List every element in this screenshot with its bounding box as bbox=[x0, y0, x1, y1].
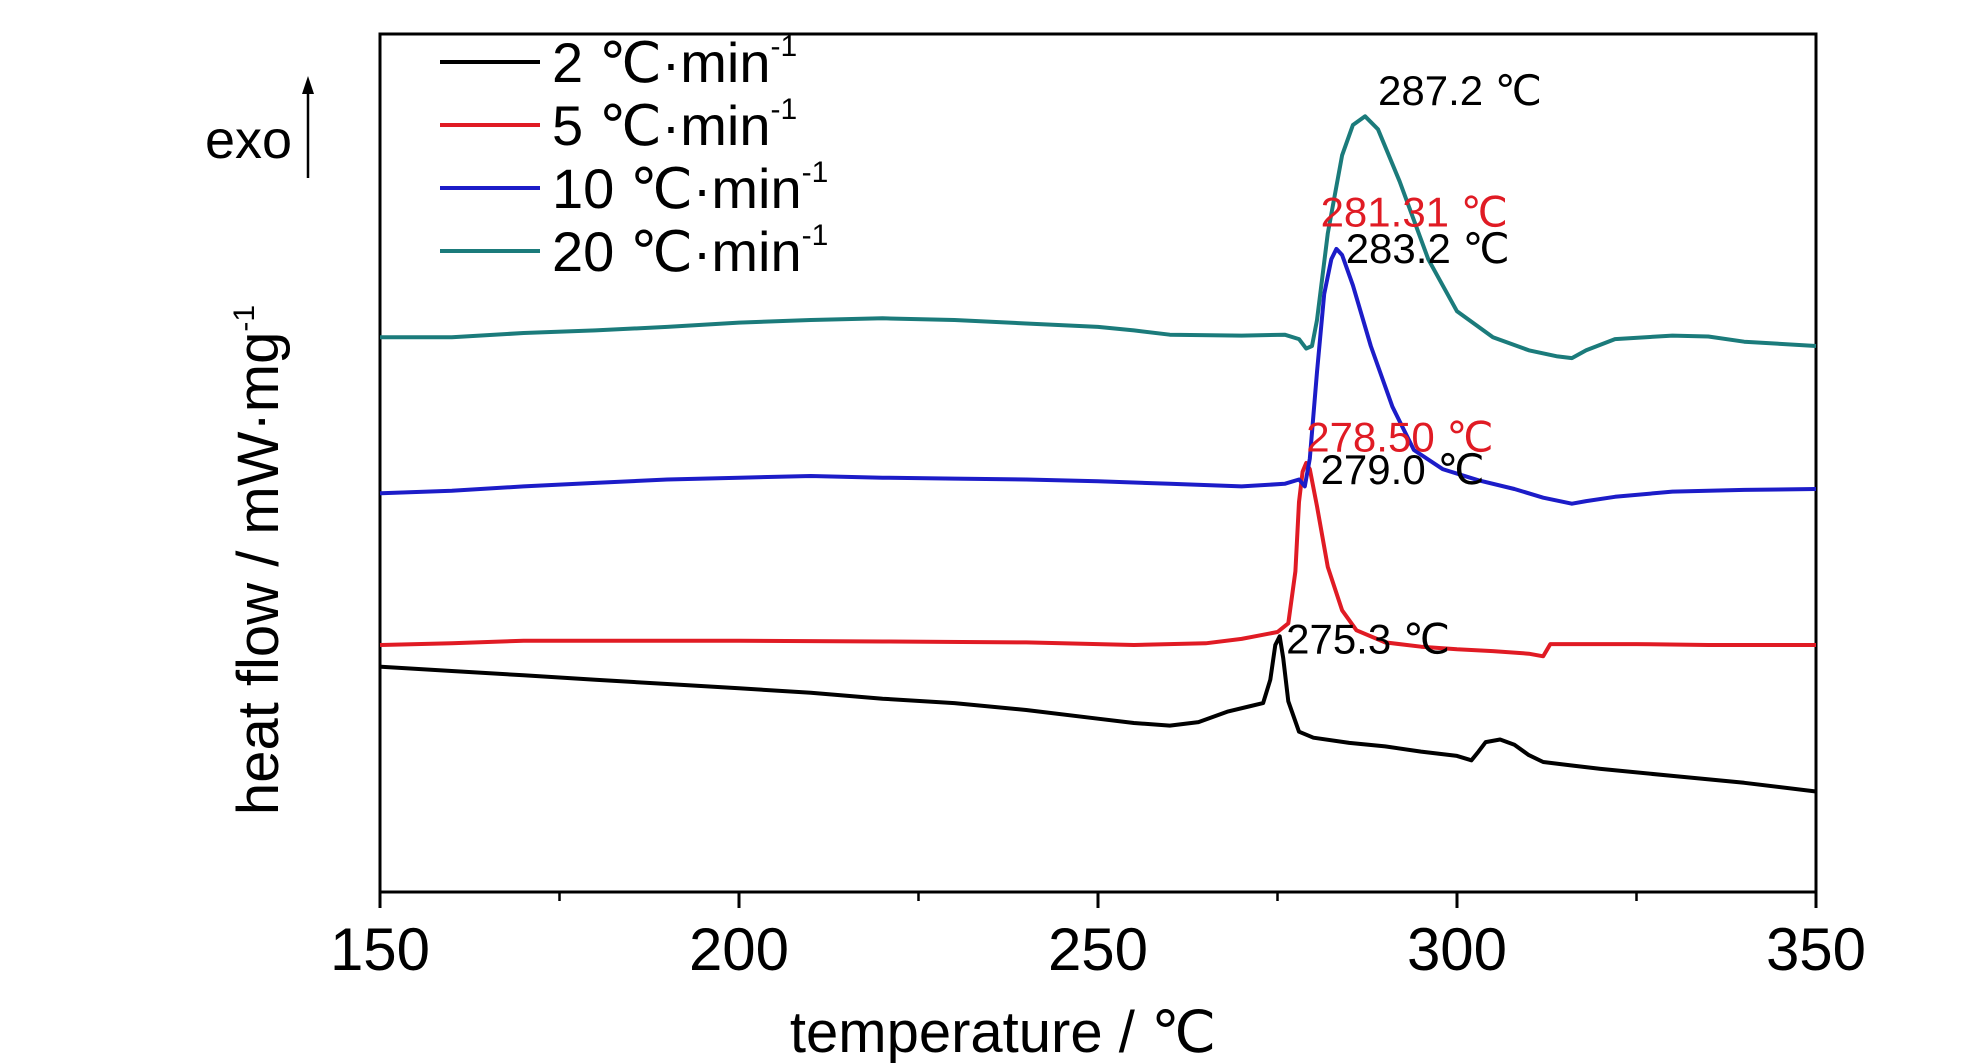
series-line-4 bbox=[380, 114, 1817, 361]
legend: 2 ℃·min-15 ℃·min-110 ℃·min-120 ℃·min-1 bbox=[440, 30, 828, 283]
series-line-3 bbox=[379, 246, 1817, 506]
y-axis-title-main: heat flow / mW·mg bbox=[226, 332, 291, 815]
legend-label-main: 2 ℃·min bbox=[552, 31, 770, 94]
x-axis-title: temperature / ℃ bbox=[790, 1000, 1216, 1063]
legend-label: 20 ℃·min-1 bbox=[552, 219, 828, 283]
exo-label: exo bbox=[205, 110, 292, 170]
x-tick-label: 200 bbox=[689, 916, 789, 983]
peak-label: 281.31 ℃ bbox=[1321, 188, 1508, 235]
peak-label: 278.50 ℃ bbox=[1306, 414, 1493, 461]
legend-label-sup: -1 bbox=[802, 156, 829, 189]
legend-label-sup: -1 bbox=[770, 93, 797, 126]
x-axis-ticks: 150 200 250 300 350 bbox=[330, 892, 1866, 983]
legend-label-sup: -1 bbox=[802, 219, 829, 252]
y-axis-title-sup: -1 bbox=[228, 305, 261, 332]
y-axis-title: heat flow / mW·mg-1 bbox=[226, 305, 291, 815]
legend-label-sup: -1 bbox=[770, 30, 797, 63]
legend-label: 10 ℃·min-1 bbox=[552, 156, 828, 220]
legend-label-main: 10 ℃·min bbox=[552, 157, 802, 220]
series-line-1 bbox=[379, 634, 1817, 794]
peak-label: 275.3 ℃ bbox=[1286, 616, 1450, 663]
series-group bbox=[379, 114, 1817, 794]
legend-label: 2 ℃·min-1 bbox=[552, 30, 797, 94]
legend-label-main: 5 ℃·min bbox=[552, 94, 770, 157]
peak-label: 283.2 ℃ bbox=[1346, 225, 1510, 272]
x-tick-label: 150 bbox=[330, 916, 430, 983]
series-line-2 bbox=[379, 461, 1816, 659]
exo-arrow-icon bbox=[302, 76, 314, 178]
x-tick-label: 350 bbox=[1766, 916, 1866, 983]
x-tick-label: 300 bbox=[1407, 916, 1507, 983]
legend-label-main: 20 ℃·min bbox=[552, 220, 802, 283]
legend-label: 5 ℃·min-1 bbox=[552, 93, 797, 157]
peak-label: 279.0 ℃ bbox=[1321, 446, 1485, 493]
peak-label: 287.2 ℃ bbox=[1378, 67, 1542, 114]
x-tick-label: 250 bbox=[1048, 916, 1148, 983]
